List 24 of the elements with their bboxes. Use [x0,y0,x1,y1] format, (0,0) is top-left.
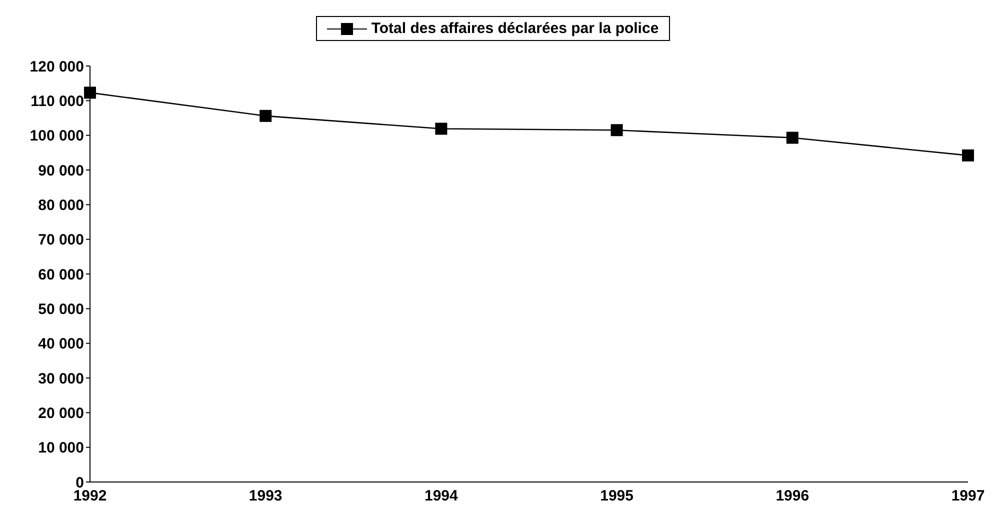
y-tick-label: 50 000 [38,300,84,318]
point [610,124,623,136]
x-tick-label: 1996 [776,488,810,505]
point [84,86,96,99]
x-tick-label: 1995 [600,488,634,505]
x-tick-label: 1994 [424,488,459,505]
y-tick-label: 100 000 [30,128,84,145]
y-tick-label: 10 000 [38,440,84,457]
point [260,110,272,122]
x-tick-label: 1997 [951,488,985,505]
y-tick-label: 120 000 [30,58,84,76]
y-tick-label: 20 000 [38,404,84,422]
x-tick-label: 1993 [248,488,282,505]
point [962,149,974,162]
point [786,132,798,144]
y-tick-label: 40 000 [38,336,84,353]
y-tick-label: 110 000 [30,92,84,110]
point [435,122,448,135]
legend-label: Total des affaires déclarées par la police [370,20,659,37]
y-tick-label: 60 000 [38,266,84,284]
y-tick-label: 30 000 [38,370,84,388]
y-tick-label: 80 000 [38,196,84,214]
y-tick-label: 70 000 [38,232,84,249]
y-tick-label: 90 000 [38,162,84,180]
